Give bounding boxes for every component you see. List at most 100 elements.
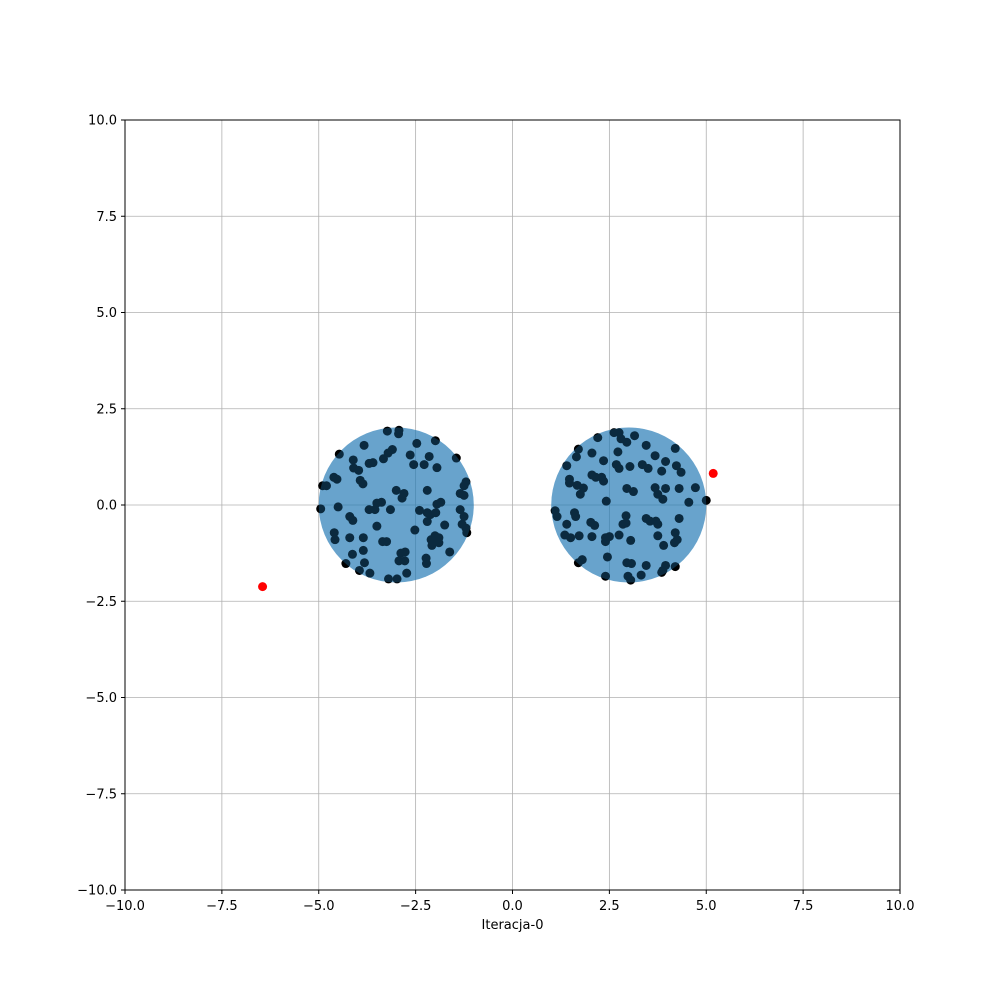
red-point — [708, 468, 718, 478]
black-point — [378, 454, 388, 464]
black-point — [430, 436, 440, 446]
black-point — [601, 537, 610, 547]
black-point — [330, 535, 340, 545]
data-points — [258, 425, 718, 592]
black-point — [613, 447, 623, 457]
black-point — [630, 431, 640, 441]
black-point — [566, 533, 576, 543]
black-point — [658, 494, 668, 504]
red-point — [258, 582, 268, 592]
black-point — [671, 461, 681, 471]
black-point — [614, 463, 624, 473]
black-point — [626, 535, 636, 545]
black-point — [462, 528, 472, 538]
black-point — [657, 567, 667, 577]
x-tick-label: 5.0 — [696, 899, 717, 914]
x-tick-label: 2.5 — [599, 899, 620, 914]
black-point — [573, 444, 583, 454]
y-tick-label: −2.5 — [85, 595, 117, 610]
x-tick-label: −5.0 — [303, 899, 335, 914]
black-point — [415, 505, 424, 515]
black-point — [670, 443, 680, 453]
x-tick-label: 7.5 — [793, 899, 814, 914]
black-point — [451, 453, 461, 463]
black-point — [626, 559, 636, 569]
y-tick-label: 7.5 — [96, 210, 117, 225]
black-point — [354, 465, 364, 475]
black-point — [672, 535, 682, 545]
black-point — [562, 461, 572, 471]
y-tick-label: −7.5 — [85, 787, 117, 802]
black-point — [599, 456, 609, 466]
black-point — [575, 489, 585, 499]
black-point — [405, 450, 415, 460]
black-point — [625, 462, 635, 471]
black-point — [599, 476, 609, 486]
black-point — [372, 521, 382, 531]
black-point — [684, 497, 694, 507]
black-point — [358, 479, 368, 489]
black-point — [641, 440, 651, 450]
black-point — [657, 466, 667, 476]
ticks: −10.0 −7.5 −5.0 −2.5 0.0 2.5 5.0 7.5 10.0 −10.0 −7… — [77, 114, 914, 915]
black-point — [601, 496, 611, 506]
black-point — [348, 515, 358, 525]
black-point — [670, 562, 680, 572]
black-point — [322, 481, 331, 491]
black-point — [370, 505, 380, 515]
black-point — [626, 575, 636, 585]
black-point — [641, 560, 651, 570]
black-point — [564, 478, 574, 488]
black-point — [661, 456, 671, 466]
black-point — [382, 426, 392, 436]
black-point — [432, 463, 442, 473]
black-point — [701, 495, 711, 505]
black-point — [455, 505, 465, 515]
black-point — [659, 540, 669, 550]
black-point — [661, 483, 671, 493]
black-point — [316, 504, 326, 514]
black-point — [329, 472, 339, 482]
black-point — [359, 558, 369, 568]
black-point — [359, 440, 369, 450]
black-point — [422, 517, 432, 527]
black-point — [455, 488, 465, 498]
black-point — [421, 559, 431, 569]
black-point — [365, 568, 375, 578]
black-point — [385, 505, 395, 515]
black-point — [653, 519, 663, 529]
y-tick-label: 10.0 — [88, 114, 117, 129]
black-point — [422, 485, 432, 495]
black-point — [674, 513, 684, 523]
black-point — [424, 451, 434, 461]
black-point — [618, 519, 628, 529]
black-point — [650, 451, 660, 461]
black-point — [690, 483, 700, 493]
x-tick-label: 10.0 — [886, 899, 915, 914]
black-point — [419, 460, 429, 470]
black-point — [670, 528, 680, 538]
x-tick-label: 0.0 — [502, 899, 523, 914]
black-point — [392, 574, 402, 584]
black-point — [459, 481, 469, 491]
black-point — [643, 463, 653, 473]
black-point — [571, 512, 581, 522]
x-tick-label: −10.0 — [105, 899, 145, 914]
black-point — [434, 538, 444, 548]
x-tick-label: −2.5 — [400, 899, 432, 914]
black-point — [676, 467, 686, 477]
y-tick-label: 5.0 — [96, 306, 117, 321]
black-point — [391, 485, 401, 495]
y-tick-label: 0.0 — [96, 499, 117, 514]
black-point — [400, 556, 410, 566]
y-tick-label: −10.0 — [77, 884, 117, 899]
black-point — [571, 452, 581, 462]
black-point — [358, 533, 368, 543]
black-point — [348, 455, 358, 465]
black-point — [345, 533, 355, 543]
black-point — [621, 511, 631, 521]
black-point — [384, 574, 393, 584]
